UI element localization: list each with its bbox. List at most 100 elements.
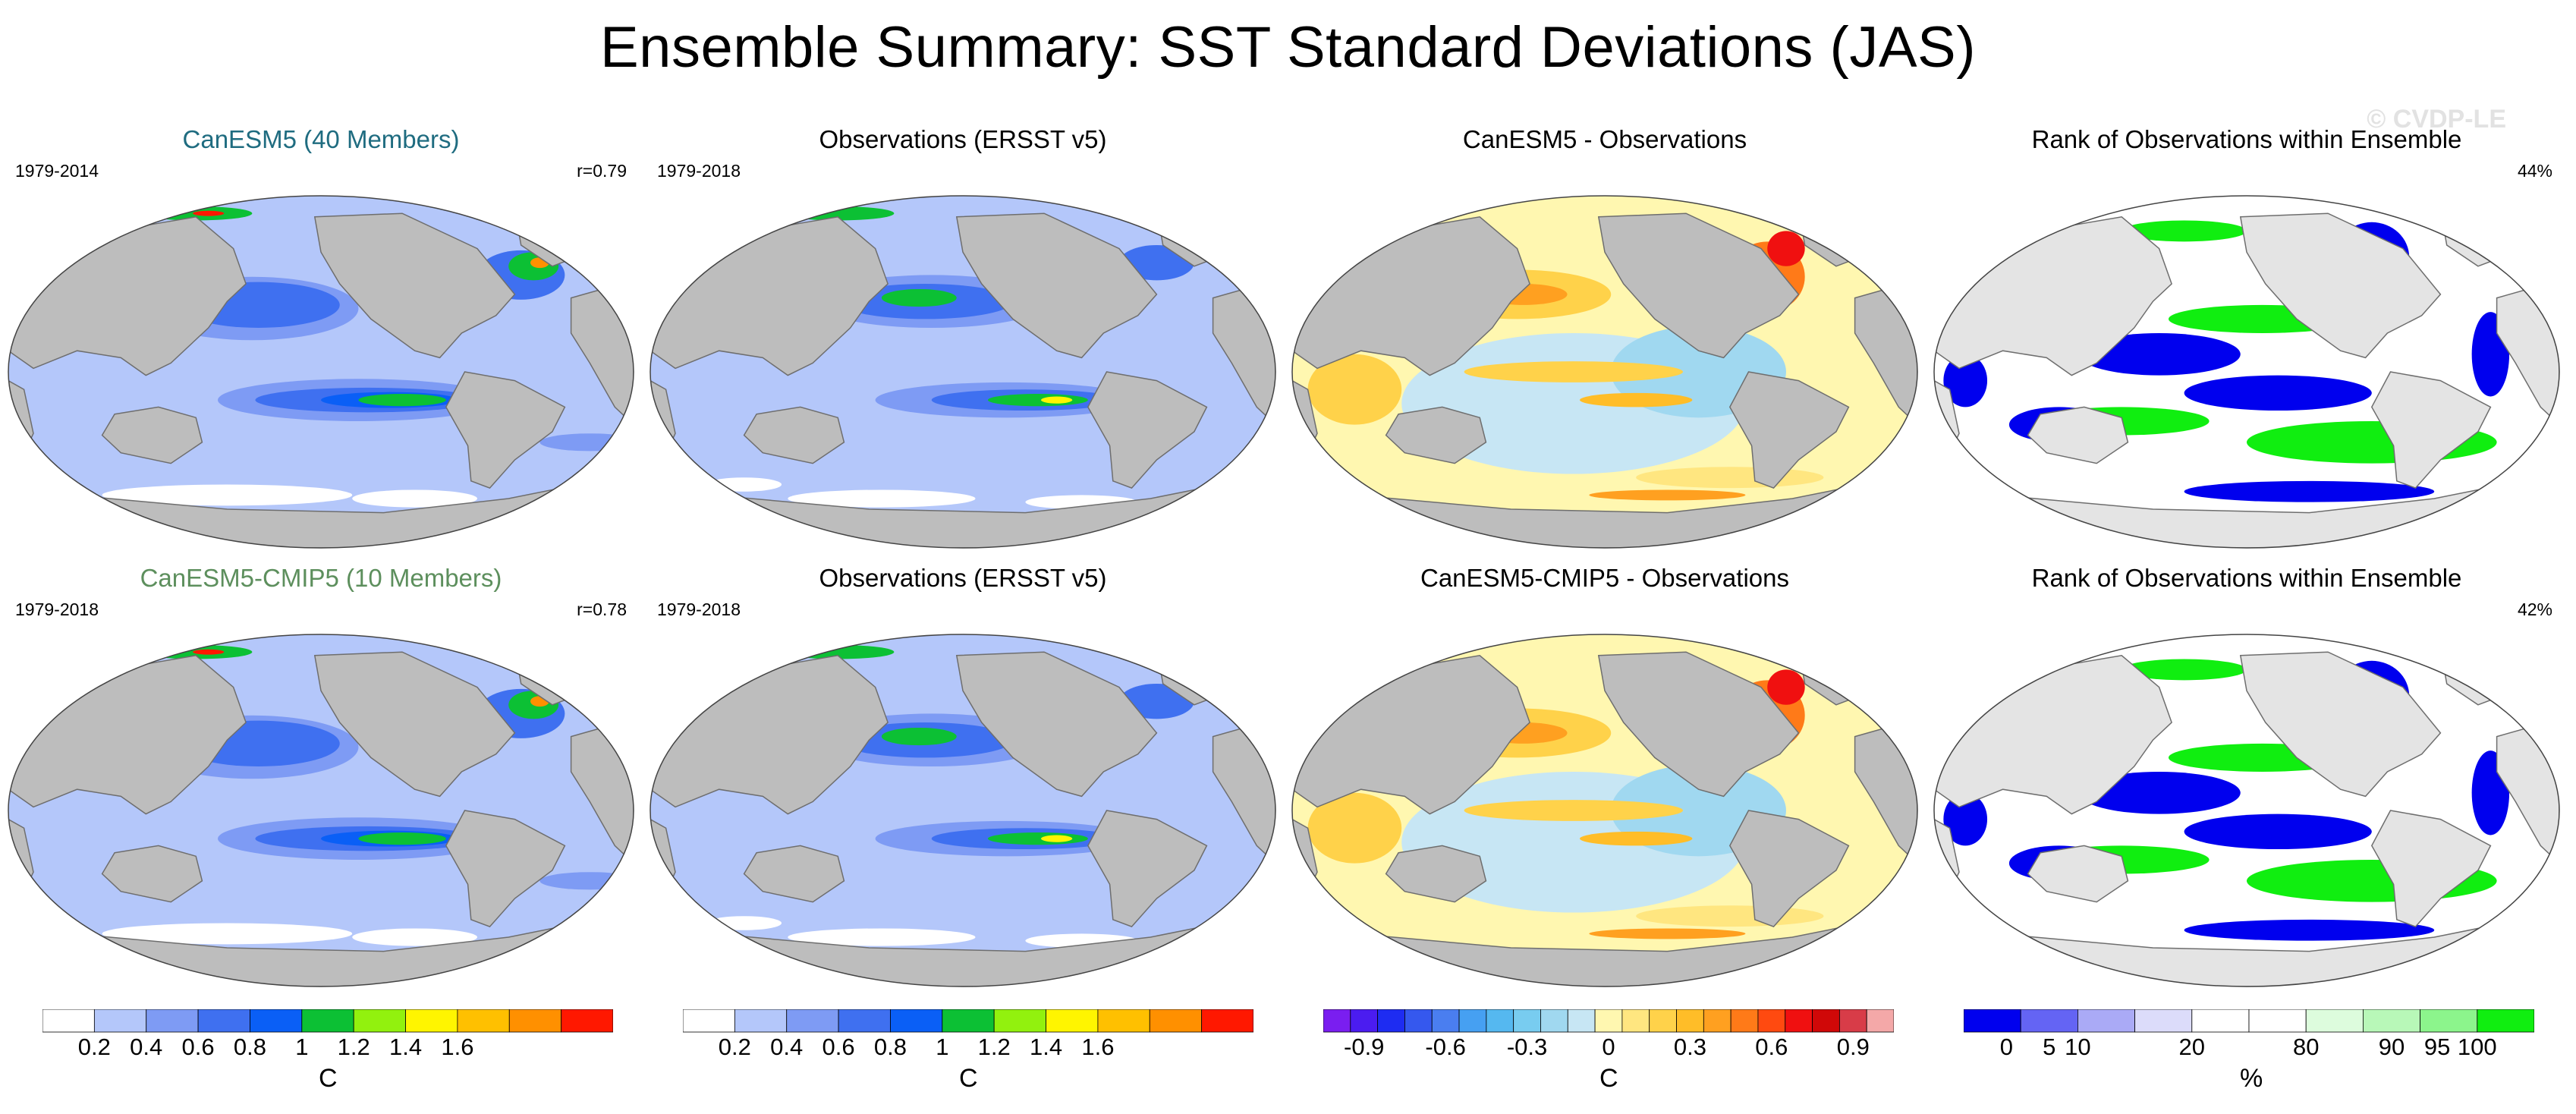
colorbar-tick-label: 0.8	[874, 1034, 907, 1056]
panel-title: CanESM5-CMIP5 (10 Members)	[140, 564, 502, 592]
field-blob	[788, 489, 976, 508]
map-border	[650, 634, 1276, 987]
field-blob	[881, 727, 957, 746]
colorbar-swatches: 0.2 0.4 0.6 0.8 1 1.2 1.4 1.6	[42, 1009, 613, 1056]
field-blob	[1943, 354, 1988, 408]
field-blob	[1636, 905, 1824, 927]
map-panel-5: CanESM5-CMIP5 (10 Members) 1979-2018 r=0.7…	[0, 552, 642, 993]
colorbar-swatches: 0 5 10 20 80 90 95 100	[1964, 1009, 2534, 1056]
land-south-america	[445, 371, 566, 489]
colorbar-swatch	[353, 1009, 406, 1033]
field-blob	[1041, 396, 1073, 404]
watermark: © CVDP-LE	[2367, 105, 2506, 134]
colorbar-tick-label: 0	[1602, 1034, 1615, 1056]
land-south-america	[2370, 810, 2492, 927]
field-blob	[1589, 928, 1746, 939]
field-blob	[102, 484, 353, 506]
map-std_obs	[650, 195, 1276, 549]
colorbar-tick-label: 1.4	[1030, 1034, 1062, 1056]
colorbar-tick-label: 95	[2424, 1034, 2450, 1056]
colorbar-swatch	[1431, 1009, 1460, 1033]
land-north-america	[313, 651, 516, 798]
period-label: 1979-2018	[15, 599, 99, 619]
colorbar-tick-label: 1	[936, 1034, 948, 1056]
colorbar-tick-label: 0.6	[1755, 1034, 1788, 1056]
land-asia	[650, 216, 889, 376]
field-blob	[539, 433, 634, 452]
field-layer	[1934, 634, 2559, 987]
colorbar-swatch	[301, 1009, 354, 1033]
map-panel-8: Rank of Observations within Ensemble 42%	[1926, 552, 2568, 993]
land-north-america	[313, 212, 516, 359]
colorbar-swatch	[1097, 1009, 1150, 1033]
field-blob	[358, 832, 446, 845]
colorbar-tick-label: 1.6	[1081, 1034, 1114, 1056]
land-australia	[743, 406, 845, 464]
colorbar-tick-label: 5	[2043, 1034, 2055, 1056]
field-blob	[1307, 792, 1402, 864]
colorbar-swatch	[146, 1009, 199, 1033]
map-border	[1291, 195, 1918, 549]
map-panel-6: Observations (ERSST v5) 1979-2018	[642, 552, 1284, 993]
panel-title: CanESM5-CMIP5 - Observations	[1420, 564, 1789, 592]
colorbar-tick-label: 0.4	[770, 1034, 803, 1056]
field-blob	[2122, 659, 2247, 681]
field-layer	[1934, 196, 2559, 548]
land-south-america	[1728, 810, 1850, 927]
period-label: 1979-2014	[15, 161, 99, 181]
colorbar-swatch	[2248, 1009, 2307, 1033]
colorbar-swatch	[93, 1009, 147, 1033]
rank-colorbar: 0 5 10 20 80 90 95 100%	[1964, 1009, 2534, 1093]
colorbar-swatch	[561, 1009, 613, 1033]
colorbar-swatch	[1458, 1009, 1487, 1033]
field-blob	[2184, 919, 2435, 941]
colorbar-unit: %	[2240, 1064, 2263, 1093]
pattern-correlation-label: r=0.78	[577, 599, 627, 619]
map-diff	[1291, 634, 1918, 987]
map-panel-4: Rank of Observations within Ensemble 44%	[1926, 114, 2568, 554]
field-blob	[352, 928, 477, 946]
colorbar-swatch	[1676, 1009, 1704, 1033]
colorbar-tick-label: 0.3	[1674, 1034, 1706, 1056]
field-blob	[1580, 831, 1693, 846]
field-blob	[2077, 771, 2241, 814]
land-asia	[1292, 655, 1530, 815]
field-blob	[1767, 669, 1805, 705]
colorbar-swatch	[1730, 1009, 1759, 1033]
land-australia	[101, 845, 203, 903]
colorbar-swatch	[1703, 1009, 1731, 1033]
field-blob	[2184, 813, 2372, 850]
colorbar-swatch	[508, 1009, 562, 1033]
field-blob	[2077, 332, 2241, 376]
colorbar-tick-label: 0.9	[1837, 1034, 1870, 1056]
colorbar-swatch	[993, 1009, 1046, 1033]
colorbar-swatch	[1149, 1009, 1203, 1033]
field-blob	[987, 394, 1088, 407]
land-australia	[2027, 845, 2129, 903]
panel-title: Rank of Observations within Ensemble	[2031, 125, 2462, 153]
colorbar-unit: C	[1599, 1064, 1618, 1093]
map-rank	[1933, 634, 2560, 987]
field-blob	[1041, 835, 1073, 842]
colorbar-tick-label: 1	[295, 1034, 308, 1056]
colorbar-swatches: 0.2 0.4 0.6 0.8 1 1.2 1.4 1.6	[683, 1009, 1253, 1056]
colorbar-swatch	[2305, 1009, 2364, 1033]
diff-colorbar: -0.9 -0.6 -0.3 0 0.3 0.6 0.9 C	[1323, 1009, 1894, 1093]
map-border	[1933, 634, 2560, 987]
colorbar-swatch	[786, 1009, 839, 1033]
colorbar-tick-label: 0.2	[78, 1034, 111, 1056]
field-blob	[788, 928, 976, 946]
land-australia	[1385, 845, 1487, 903]
colorbar-swatch	[1866, 1009, 1894, 1033]
panel-title: CanESM5 (40 Members)	[182, 125, 460, 153]
period-label: 1979-2018	[657, 599, 741, 619]
map-border	[8, 634, 634, 987]
land-asia	[8, 655, 247, 815]
panel-title: CanESM5 - Observations	[1462, 125, 1747, 153]
colorbar-tick-label: 90	[2379, 1034, 2405, 1056]
colorbar-swatch	[2020, 1009, 2078, 1033]
pattern-correlation-label: r=0.79	[577, 161, 627, 181]
colorbar-swatch	[197, 1009, 250, 1033]
colorbar-swatch	[1201, 1009, 1253, 1033]
map-std_model	[8, 195, 634, 549]
